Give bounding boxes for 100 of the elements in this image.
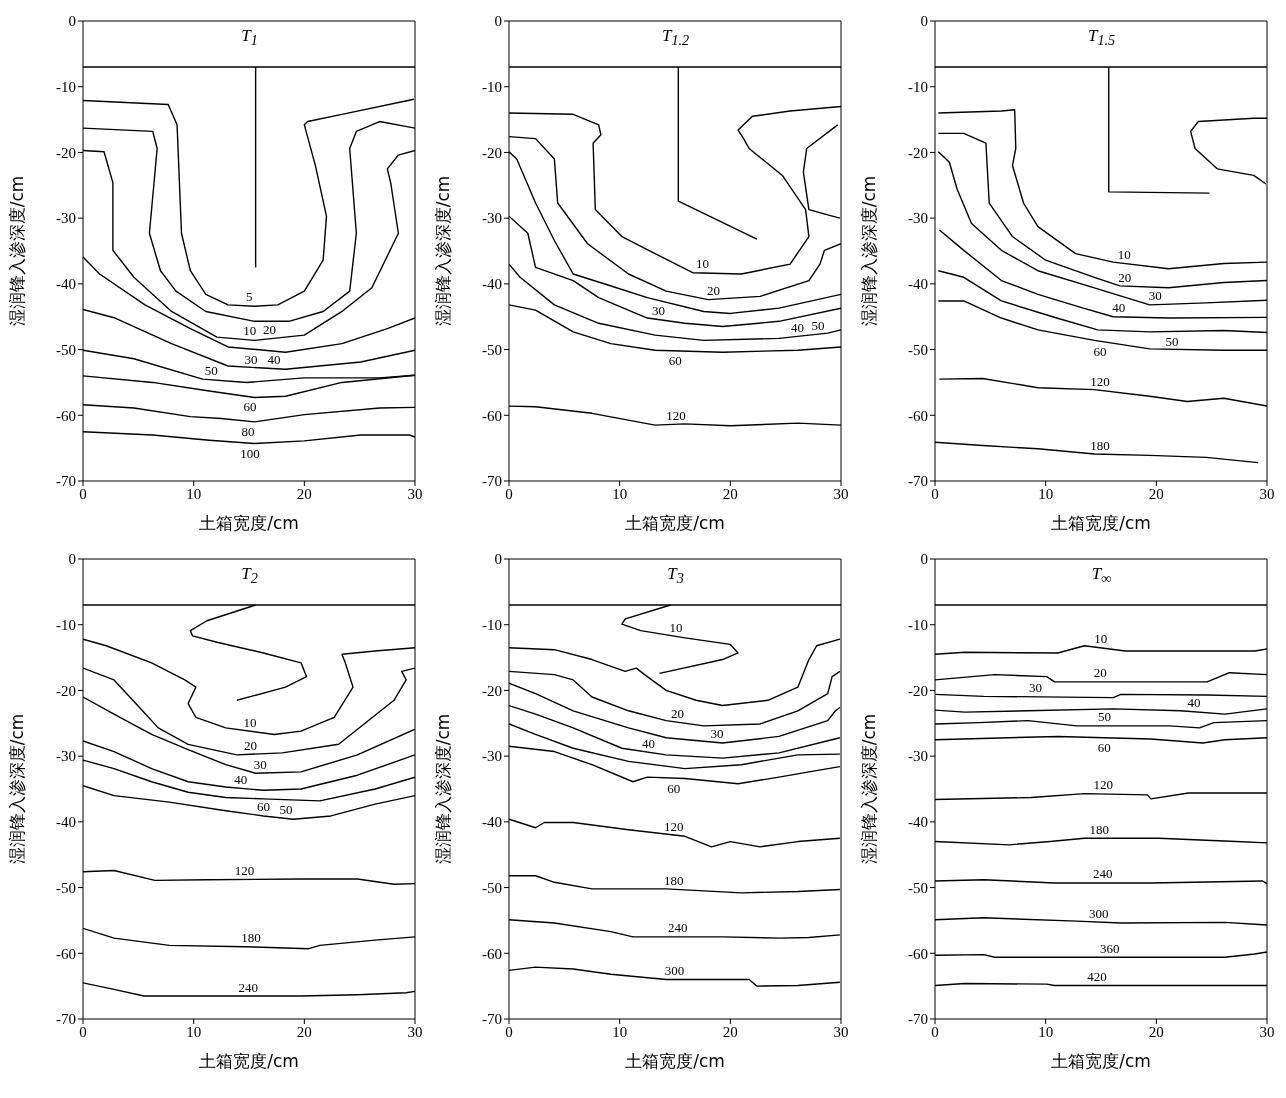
series-label: 10 [1117, 246, 1131, 262]
x-tick-label: 0 [79, 1023, 87, 1040]
y-tick-label: -70 [56, 473, 76, 490]
x-tick-label: 30 [833, 1023, 849, 1040]
y-tick-label: 0 [494, 551, 502, 568]
y-tick-label: -40 [56, 276, 76, 293]
series-label: 60 [256, 799, 270, 815]
y-tick-label: -60 [908, 945, 928, 962]
series-label: 60 [1097, 740, 1111, 756]
x-tick-label: 30 [1259, 485, 1275, 502]
y-tick-label: -60 [482, 945, 502, 962]
series-label: 60 [668, 353, 682, 369]
series-label: 40 [1187, 695, 1201, 711]
series-label: 180 [241, 930, 261, 946]
y-tick-label: -10 [908, 617, 928, 634]
series-label: 100 [240, 445, 260, 461]
series-label: 50 [811, 317, 825, 333]
x-axis-title: 土箱宽度/cm [199, 1051, 299, 1071]
x-tick-label: 20 [722, 485, 738, 502]
y-tick-label: 0 [68, 13, 76, 30]
x-axis-title: 土箱宽度/cm [1051, 513, 1151, 533]
series-label: 420 [1087, 968, 1107, 984]
y-tick-label: -30 [482, 210, 502, 227]
x-axis-title: 土箱宽度/cm [625, 513, 725, 533]
series-label: 10 [243, 322, 257, 338]
series-label: 30 [652, 302, 666, 318]
y-tick-label: -40 [908, 814, 928, 831]
y-tick-label: -50 [908, 341, 928, 358]
series-label: 30 [1148, 288, 1162, 304]
x-tick-label: 30 [1259, 1023, 1275, 1040]
y-tick-label: -70 [482, 473, 502, 490]
y-tick-label: -20 [482, 682, 502, 699]
y-tick-label: -70 [908, 1011, 928, 1028]
y-tick-label: -40 [482, 814, 502, 831]
x-tick-label: 0 [931, 485, 939, 502]
series-label: 40 [1112, 300, 1126, 316]
y-tick-label: -30 [56, 210, 76, 227]
y-tick-label: -70 [56, 1011, 76, 1028]
x-tick-label: 20 [722, 1023, 738, 1040]
series-label: 10 [669, 619, 683, 635]
y-tick-label: -10 [56, 617, 76, 634]
x-tick-label: 30 [833, 485, 849, 502]
series-label: 50 [204, 363, 218, 379]
x-tick-label: 10 [612, 1023, 628, 1040]
x-tick-label: 20 [1148, 485, 1164, 502]
y-tick-label: -30 [908, 210, 928, 227]
series-label: 300 [1089, 905, 1109, 921]
x-tick-label: 30 [407, 485, 423, 502]
series-label: 10 [1094, 631, 1108, 647]
x-tick-label: 10 [1038, 485, 1054, 502]
chart-title: T$_{2}$ [240, 564, 259, 588]
series-label: 50 [1165, 333, 1179, 349]
series-label: 10 [695, 256, 709, 272]
series-label: 180 [663, 872, 684, 888]
y-tick-label: -50 [56, 879, 76, 896]
series-label: 20 [670, 705, 684, 721]
x-tick-label: 0 [79, 485, 87, 502]
y-axis-title: 湿润锋入渗深度/cm [859, 175, 880, 327]
series-label: 80 [241, 423, 255, 439]
y-axis-title: 湿润锋入渗深度/cm [433, 713, 454, 865]
series-label: 300 [664, 963, 685, 979]
x-tick-label: 20 [296, 1023, 312, 1040]
y-tick-label: -50 [482, 341, 502, 358]
y-tick-label: -50 [482, 879, 502, 896]
series-label: 120 [663, 818, 684, 834]
series-label: 30 [1028, 680, 1042, 696]
y-tick-label: -30 [908, 748, 928, 765]
y-tick-label: -10 [482, 617, 502, 634]
series-label: 40 [267, 352, 281, 368]
x-tick-label: 0 [505, 1023, 513, 1040]
y-tick-label: 0 [68, 551, 76, 568]
x-tick-label: 20 [1148, 1023, 1164, 1040]
y-tick-label: -60 [56, 407, 76, 424]
series-label: 40 [234, 771, 248, 787]
y-tick-label: -30 [482, 748, 502, 765]
x-tick-label: 30 [407, 1023, 423, 1040]
series-label: 120 [234, 862, 255, 878]
x-tick-label: 0 [931, 1023, 939, 1040]
y-tick-label: 0 [920, 13, 928, 30]
series-label: 50 [279, 802, 293, 818]
x-tick-label: 0 [505, 485, 513, 502]
series-label: 240 [238, 979, 259, 995]
series-label: 5 [245, 289, 253, 305]
series-label: 40 [791, 319, 805, 335]
series-label: 240 [1092, 866, 1113, 882]
y-tick-label: -20 [908, 144, 928, 161]
series-label: 20 [262, 322, 276, 338]
y-axis-title: 湿润锋入渗深度/cm [433, 175, 454, 327]
series-label: 30 [244, 351, 258, 367]
series-label: 60 [667, 780, 681, 796]
y-tick-label: -30 [56, 748, 76, 765]
y-tick-label: -10 [908, 79, 928, 96]
y-tick-label: -70 [908, 473, 928, 490]
series-label: 20 [706, 282, 720, 298]
series-label: 10 [243, 714, 257, 730]
y-tick-label: -40 [908, 276, 928, 293]
y-tick-label: 0 [494, 13, 502, 30]
series-label: 240 [668, 920, 688, 936]
x-tick-label: 10 [1038, 1023, 1054, 1040]
series-label: 120 [1090, 373, 1110, 389]
